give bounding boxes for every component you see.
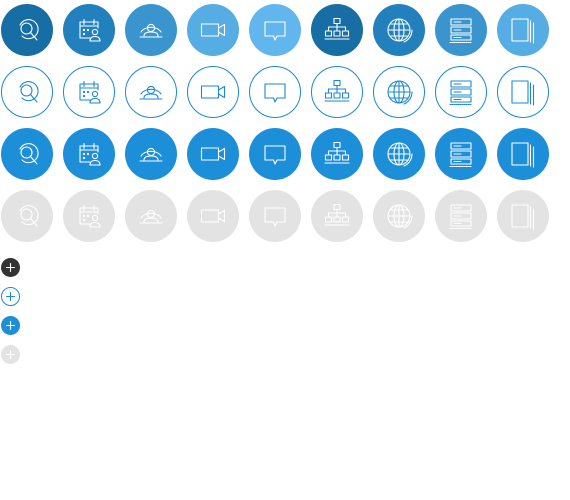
org-button[interactable] bbox=[311, 66, 363, 118]
org-button[interactable] bbox=[311, 128, 363, 180]
search-icon bbox=[12, 139, 42, 169]
search-button[interactable] bbox=[1, 128, 53, 180]
webcam-person-icon bbox=[136, 15, 166, 45]
server-list-icon bbox=[446, 15, 476, 45]
server-list-icon bbox=[446, 201, 476, 231]
chat-button[interactable] bbox=[249, 4, 301, 56]
globe-icon bbox=[384, 15, 414, 45]
calendar-button[interactable] bbox=[63, 4, 115, 56]
calendar-person-icon bbox=[74, 15, 104, 45]
globe-button[interactable] bbox=[373, 190, 425, 242]
search-icon bbox=[12, 15, 42, 45]
search-button[interactable] bbox=[1, 190, 53, 242]
add-button-disabled[interactable] bbox=[1, 345, 20, 364]
chat-bubble-icon bbox=[260, 15, 290, 45]
org-button[interactable] bbox=[311, 4, 363, 56]
org-chart-icon bbox=[322, 201, 352, 231]
chat-button[interactable] bbox=[249, 190, 301, 242]
globe-icon bbox=[384, 201, 414, 231]
search-button[interactable] bbox=[1, 66, 53, 118]
plus-icon bbox=[5, 320, 16, 331]
globe-button[interactable] bbox=[373, 4, 425, 56]
plus-icon bbox=[5, 349, 16, 360]
globe-icon bbox=[384, 139, 414, 169]
calendar-person-icon bbox=[74, 77, 104, 107]
chat-bubble-icon bbox=[260, 201, 290, 231]
video-button[interactable] bbox=[187, 4, 239, 56]
org-chart-icon bbox=[322, 77, 352, 107]
search-icon bbox=[12, 201, 42, 231]
documents-button[interactable] bbox=[497, 190, 549, 242]
calendar-button[interactable] bbox=[63, 66, 115, 118]
server-button[interactable] bbox=[435, 4, 487, 56]
chat-button[interactable] bbox=[249, 128, 301, 180]
chat-button[interactable] bbox=[249, 66, 301, 118]
globe-button[interactable] bbox=[373, 128, 425, 180]
org-chart-icon bbox=[322, 15, 352, 45]
icon-row-filled bbox=[1, 128, 561, 180]
webcam-button[interactable] bbox=[125, 190, 177, 242]
video-camera-icon bbox=[198, 139, 228, 169]
chat-bubble-icon bbox=[260, 77, 290, 107]
server-list-icon bbox=[446, 139, 476, 169]
documents-icon bbox=[508, 201, 538, 231]
icon-row-disabled bbox=[1, 190, 561, 242]
video-camera-icon bbox=[198, 201, 228, 231]
globe-icon bbox=[384, 77, 414, 107]
icon-row-outline bbox=[1, 66, 561, 118]
org-button[interactable] bbox=[311, 190, 363, 242]
video-button[interactable] bbox=[187, 66, 239, 118]
documents-icon bbox=[508, 15, 538, 45]
org-chart-icon bbox=[322, 139, 352, 169]
add-button-outline[interactable] bbox=[1, 287, 20, 306]
webcam-person-icon bbox=[136, 201, 166, 231]
webcam-button[interactable] bbox=[125, 66, 177, 118]
server-button[interactable] bbox=[435, 190, 487, 242]
webcam-button[interactable] bbox=[125, 128, 177, 180]
calendar-button[interactable] bbox=[63, 190, 115, 242]
webcam-button[interactable] bbox=[125, 4, 177, 56]
calendar-person-icon bbox=[74, 139, 104, 169]
webcam-person-icon bbox=[136, 77, 166, 107]
webcam-person-icon bbox=[136, 139, 166, 169]
documents-button[interactable] bbox=[497, 4, 549, 56]
plus-icon bbox=[5, 262, 16, 273]
plus-icon bbox=[5, 291, 16, 302]
video-button[interactable] bbox=[187, 128, 239, 180]
search-button[interactable] bbox=[1, 4, 53, 56]
icon-row-gradient bbox=[1, 4, 561, 56]
video-camera-icon bbox=[198, 15, 228, 45]
video-button[interactable] bbox=[187, 190, 239, 242]
video-camera-icon bbox=[198, 77, 228, 107]
search-icon bbox=[12, 77, 42, 107]
chat-bubble-icon bbox=[260, 139, 290, 169]
documents-icon bbox=[508, 139, 538, 169]
globe-button[interactable] bbox=[373, 66, 425, 118]
server-list-icon bbox=[446, 77, 476, 107]
add-button-dark[interactable] bbox=[1, 258, 20, 277]
documents-button[interactable] bbox=[497, 66, 549, 118]
calendar-person-icon bbox=[74, 201, 104, 231]
server-button[interactable] bbox=[435, 66, 487, 118]
server-button[interactable] bbox=[435, 128, 487, 180]
add-button-filled[interactable] bbox=[1, 316, 20, 335]
documents-button[interactable] bbox=[497, 128, 549, 180]
documents-icon bbox=[508, 77, 538, 107]
calendar-button[interactable] bbox=[63, 128, 115, 180]
